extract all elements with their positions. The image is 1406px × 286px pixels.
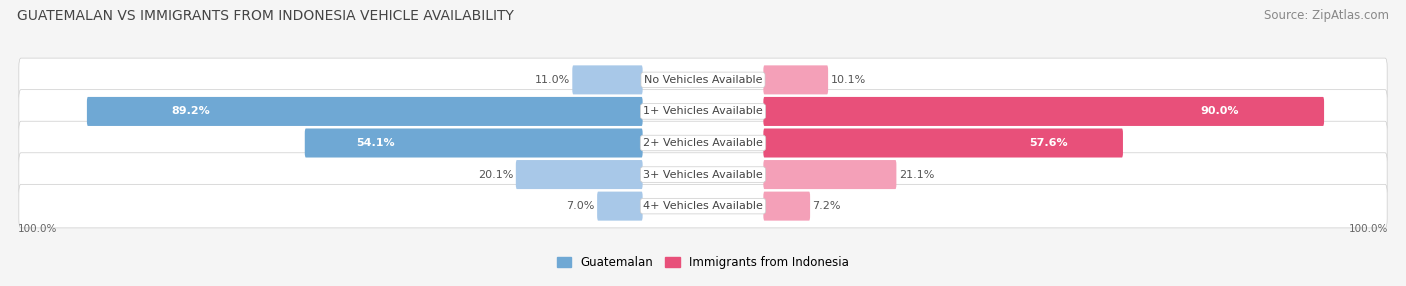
Text: 90.0%: 90.0%: [1201, 106, 1239, 116]
FancyBboxPatch shape: [18, 58, 1388, 102]
Text: 1+ Vehicles Available: 1+ Vehicles Available: [643, 106, 763, 116]
FancyBboxPatch shape: [87, 97, 643, 126]
FancyBboxPatch shape: [598, 192, 643, 221]
Text: 2+ Vehicles Available: 2+ Vehicles Available: [643, 138, 763, 148]
Text: 7.2%: 7.2%: [813, 201, 841, 211]
FancyBboxPatch shape: [18, 90, 1388, 133]
Legend: Guatemalan, Immigrants from Indonesia: Guatemalan, Immigrants from Indonesia: [557, 256, 849, 269]
Text: GUATEMALAN VS IMMIGRANTS FROM INDONESIA VEHICLE AVAILABILITY: GUATEMALAN VS IMMIGRANTS FROM INDONESIA …: [17, 9, 513, 23]
FancyBboxPatch shape: [572, 65, 643, 94]
FancyBboxPatch shape: [18, 153, 1388, 196]
FancyBboxPatch shape: [763, 128, 1123, 158]
Text: 20.1%: 20.1%: [478, 170, 513, 180]
FancyBboxPatch shape: [763, 192, 810, 221]
Text: 4+ Vehicles Available: 4+ Vehicles Available: [643, 201, 763, 211]
Text: 57.6%: 57.6%: [1029, 138, 1069, 148]
Text: 21.1%: 21.1%: [898, 170, 934, 180]
Text: 10.1%: 10.1%: [831, 75, 866, 85]
Text: 89.2%: 89.2%: [172, 106, 209, 116]
FancyBboxPatch shape: [763, 160, 897, 189]
FancyBboxPatch shape: [18, 121, 1388, 165]
FancyBboxPatch shape: [516, 160, 643, 189]
FancyBboxPatch shape: [305, 128, 643, 158]
Text: 100.0%: 100.0%: [1350, 224, 1389, 234]
Text: 100.0%: 100.0%: [17, 224, 56, 234]
FancyBboxPatch shape: [18, 184, 1388, 228]
Text: 54.1%: 54.1%: [356, 138, 395, 148]
FancyBboxPatch shape: [763, 97, 1324, 126]
FancyBboxPatch shape: [763, 65, 828, 94]
Text: 11.0%: 11.0%: [534, 75, 569, 85]
Text: No Vehicles Available: No Vehicles Available: [644, 75, 762, 85]
Text: Source: ZipAtlas.com: Source: ZipAtlas.com: [1264, 9, 1389, 21]
Text: 7.0%: 7.0%: [567, 201, 595, 211]
Text: 3+ Vehicles Available: 3+ Vehicles Available: [643, 170, 763, 180]
